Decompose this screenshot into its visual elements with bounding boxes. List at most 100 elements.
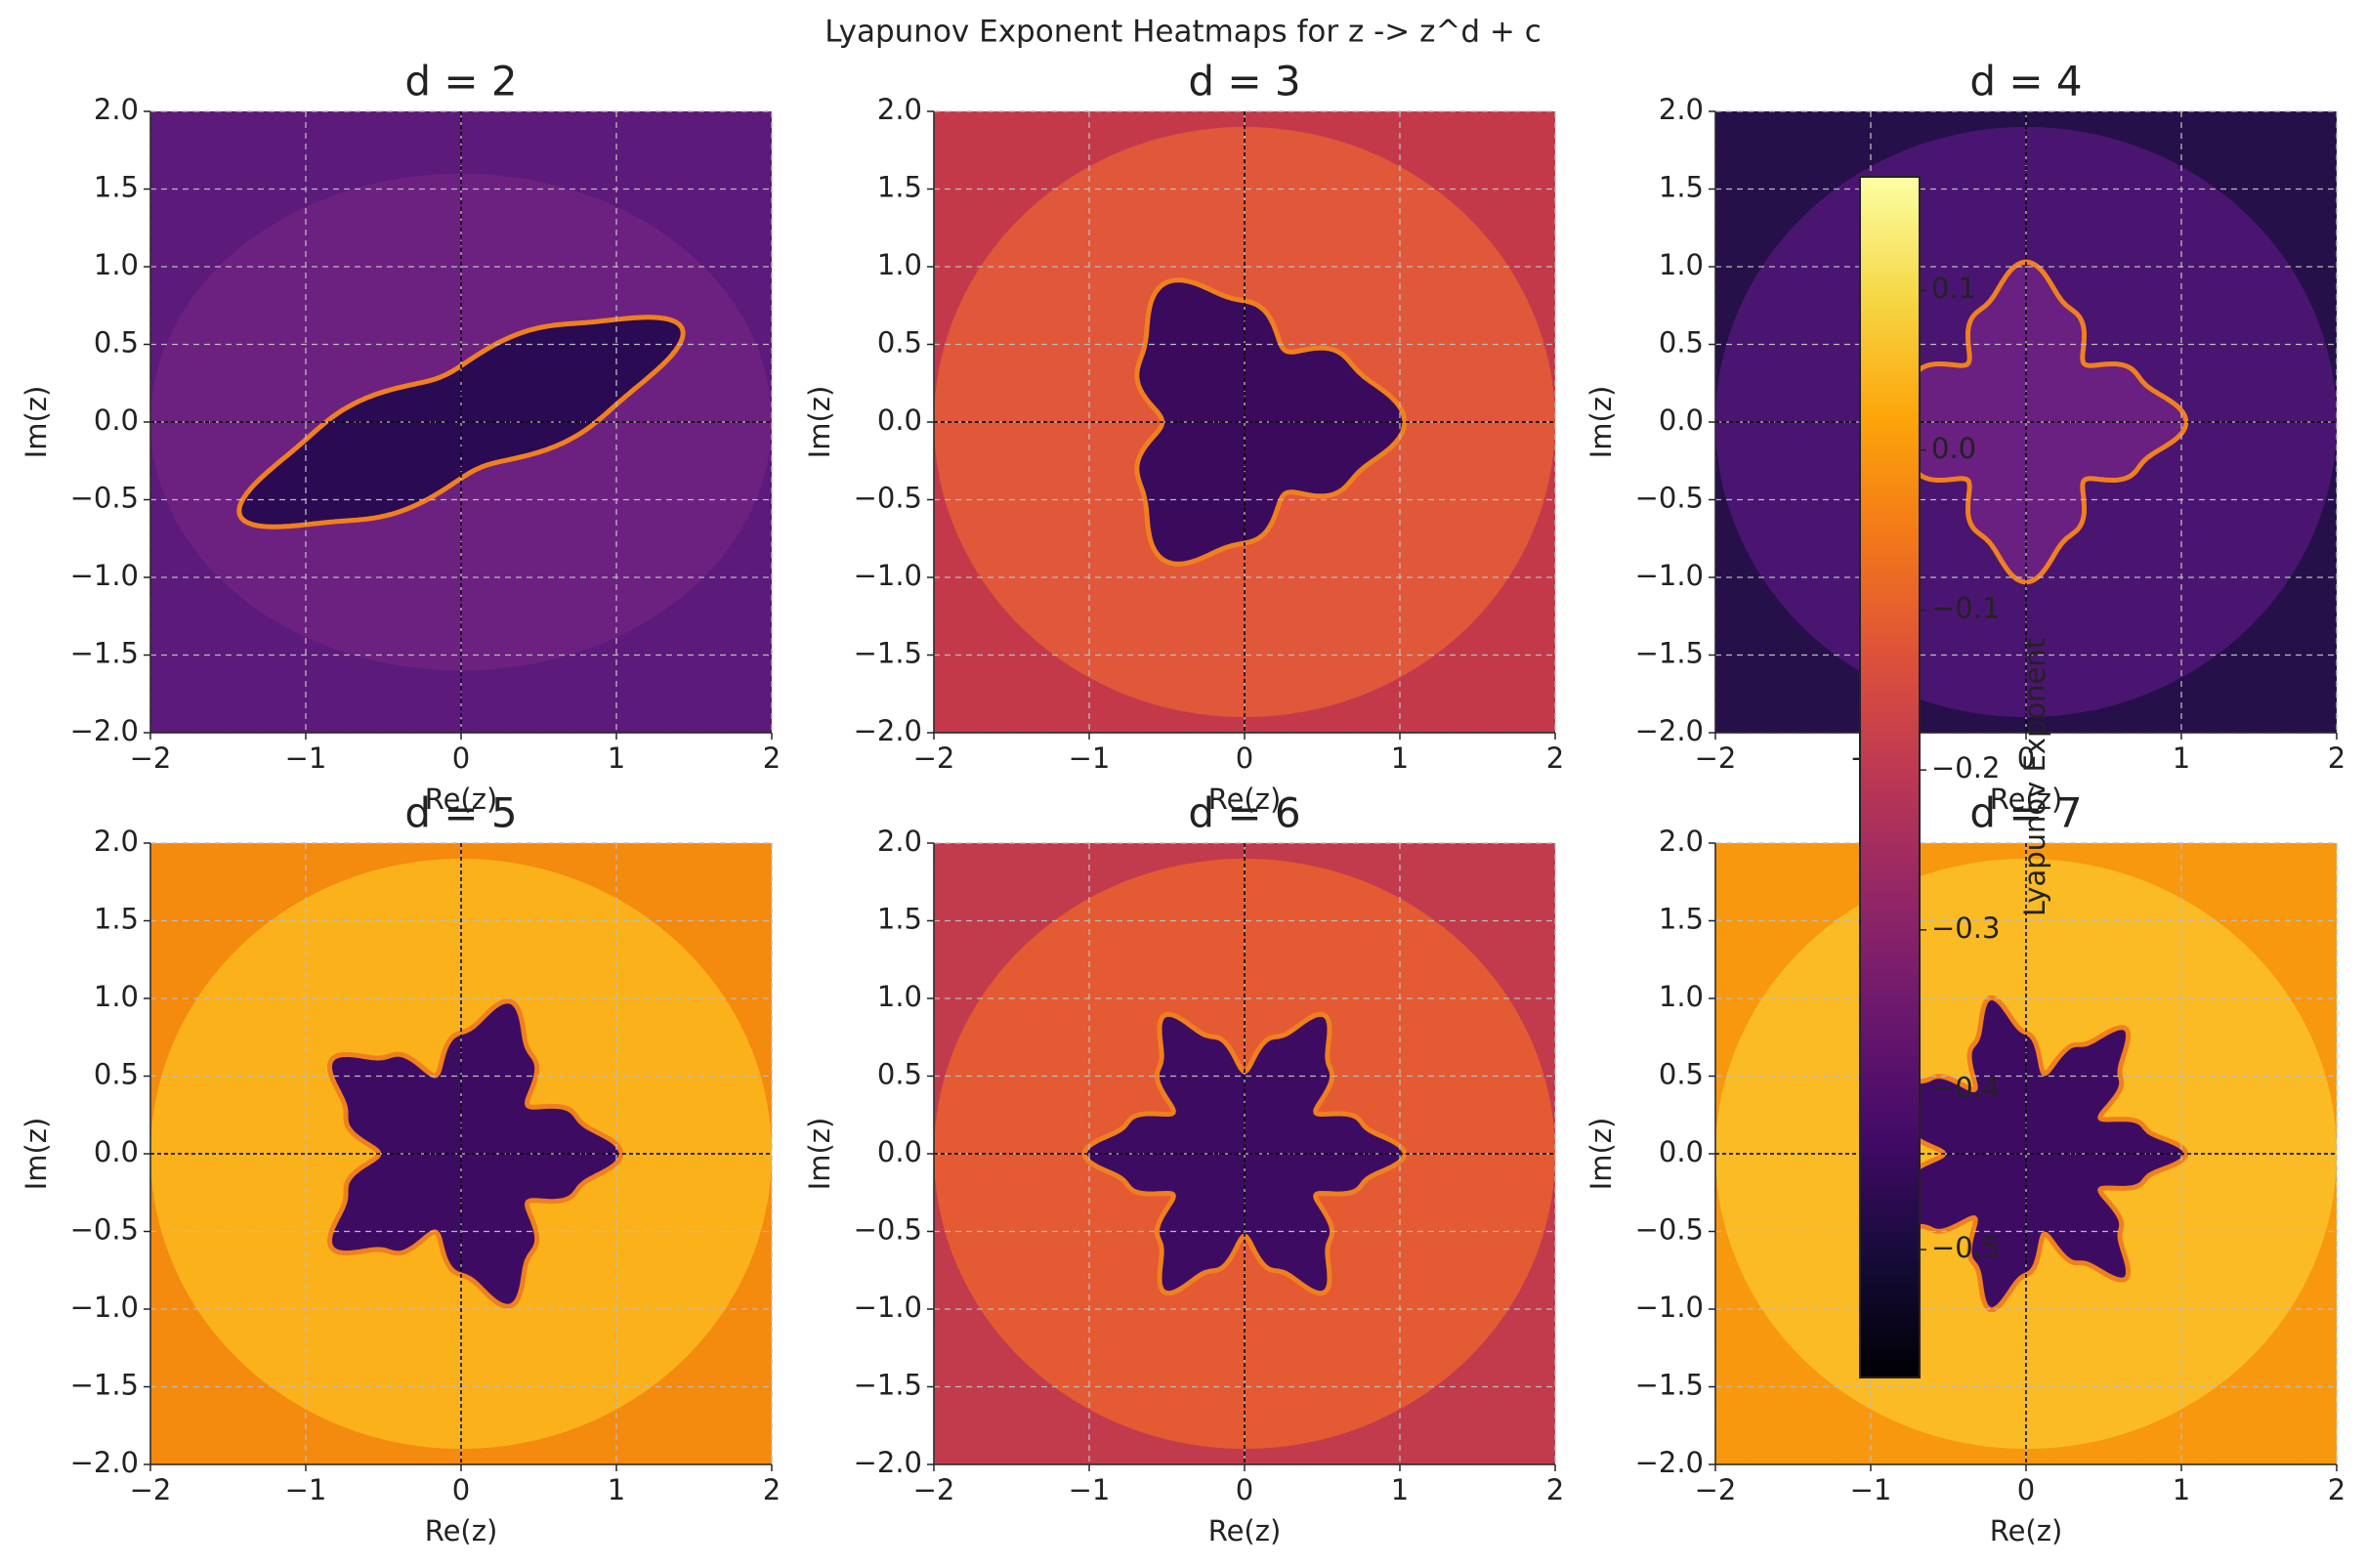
x-tick-label: −2	[1695, 742, 1737, 775]
y-tick-label: 1.5	[1659, 903, 1704, 936]
panel-title: d = 2	[404, 58, 517, 106]
colorbar-tick-label: 0.1	[1931, 272, 1976, 305]
x-tick-label: −1	[285, 1473, 327, 1506]
x-tick-label: −2	[913, 1473, 955, 1506]
x-tick-label: 0	[2017, 742, 2035, 775]
panel-title: d = 6	[1188, 789, 1300, 837]
y-tick-label: −2.0	[854, 714, 922, 747]
y-tick-label: 0.0	[877, 1135, 922, 1168]
colorbar-label: Lyapunov Exponent	[2018, 638, 2051, 916]
figure-title: Lyapunov Exponent Heatmaps for z -> z^d …	[824, 15, 1542, 50]
y-axis-label: Im(z)	[20, 1118, 53, 1191]
y-tick-label: 2.0	[1659, 825, 1704, 858]
colorbar-tick-label: −0.4	[1931, 1071, 2000, 1104]
x-tick-label: 2	[1546, 742, 1564, 775]
y-axis-label: Im(z)	[1584, 1118, 1618, 1191]
y-tick-label: −2.0	[70, 714, 139, 747]
y-tick-label: 1.5	[94, 171, 139, 204]
x-tick-label: −2	[130, 1473, 172, 1506]
y-axis-label: Im(z)	[1584, 386, 1618, 459]
x-axis-label: Re(z)	[1990, 1514, 2063, 1547]
y-tick-label: −1.0	[1635, 1291, 1704, 1324]
y-tick-label: −1.0	[70, 1291, 139, 1324]
y-tick-label: −0.5	[1635, 1213, 1704, 1247]
y-tick-label: −0.5	[854, 1213, 922, 1247]
y-tick-label: −1.5	[70, 1369, 139, 1402]
y-tick-label: −0.5	[70, 1213, 139, 1247]
x-tick-label: 1	[608, 742, 625, 775]
x-tick-label: 0	[1236, 1473, 1253, 1506]
x-axis-label: Re(z)	[1208, 783, 1282, 816]
x-tick-label: −1	[1069, 742, 1111, 775]
y-tick-label: 0.5	[1659, 1058, 1704, 1091]
y-tick-label: −1.0	[1635, 559, 1704, 592]
y-tick-label: 2.0	[877, 825, 922, 858]
panel-title: d = 3	[1188, 58, 1300, 106]
y-tick-label: −1.0	[854, 1291, 922, 1324]
y-tick-label: −1.5	[854, 637, 922, 670]
y-tick-label: 0.5	[94, 1058, 139, 1091]
y-tick-label: −1.5	[854, 1369, 922, 1402]
y-tick-label: 1.0	[1659, 980, 1704, 1013]
x-tick-label: 0	[1236, 742, 1253, 775]
panel-title: d = 4	[1969, 58, 2082, 106]
y-tick-label: −2.0	[70, 1446, 139, 1479]
x-tick-label: −1	[1850, 1473, 1892, 1506]
y-axis-label: Im(z)	[803, 1118, 836, 1191]
y-tick-label: 0.0	[1659, 1135, 1704, 1168]
x-tick-label: −1	[1069, 1473, 1111, 1506]
y-tick-label: 0.0	[877, 403, 922, 437]
x-tick-label: 1	[1391, 1473, 1409, 1506]
x-tick-label: 2	[2328, 742, 2345, 775]
y-tick-label: −0.5	[1635, 482, 1704, 515]
y-tick-label: −2.0	[854, 1446, 922, 1479]
x-axis-label: Re(z)	[1990, 783, 2063, 816]
x-tick-label: 2	[763, 1473, 781, 1506]
colorbar-tick-label: −0.3	[1931, 911, 2000, 945]
y-tick-label: 2.0	[1659, 93, 1704, 126]
y-tick-label: 0.5	[877, 326, 922, 360]
y-tick-label: 2.0	[94, 93, 139, 126]
y-axis-label: Im(z)	[803, 386, 836, 459]
colorbar	[1859, 176, 1921, 1378]
y-tick-label: 0.0	[94, 1135, 139, 1168]
y-tick-label: 1.0	[877, 248, 922, 281]
x-tick-label: 0	[2017, 1473, 2035, 1506]
y-tick-label: 0.5	[1659, 326, 1704, 360]
x-tick-label: −2	[1695, 1473, 1737, 1506]
x-axis-label: Re(z)	[1208, 1514, 1282, 1547]
x-tick-label: −2	[913, 742, 955, 775]
y-axis-label: Im(z)	[20, 386, 53, 459]
x-tick-label: 2	[1546, 1473, 1564, 1506]
y-tick-label: 1.5	[877, 171, 922, 204]
y-tick-label: −1.5	[1635, 637, 1704, 670]
x-tick-label: 2	[763, 742, 781, 775]
y-tick-label: 0.0	[1659, 403, 1704, 437]
y-tick-label: 0.5	[877, 1058, 922, 1091]
x-tick-label: 1	[2173, 1473, 2190, 1506]
x-tick-label: 1	[608, 1473, 625, 1506]
y-tick-label: −1.5	[70, 637, 139, 670]
x-tick-label: −1	[285, 742, 327, 775]
panel-title: d = 5	[404, 789, 517, 837]
y-tick-label: 1.0	[94, 248, 139, 281]
x-tick-label: 1	[1391, 742, 1409, 775]
colorbar-tick-label: −0.5	[1931, 1231, 2000, 1264]
y-tick-label: 1.5	[877, 903, 922, 936]
colorbar-tick-label: 0.0	[1931, 432, 1976, 465]
y-tick-label: 1.0	[94, 980, 139, 1013]
y-tick-label: 1.0	[877, 980, 922, 1013]
x-axis-label: Re(z)	[425, 1514, 498, 1547]
x-tick-label: 1	[2173, 742, 2190, 775]
y-tick-label: 2.0	[877, 93, 922, 126]
x-tick-label: −2	[130, 742, 172, 775]
colorbar-tick-label: −0.2	[1931, 751, 2000, 784]
y-tick-label: 1.0	[1659, 248, 1704, 281]
y-tick-label: −2.0	[1635, 1446, 1704, 1479]
y-tick-label: −1.5	[1635, 1369, 1704, 1402]
y-tick-label: 0.0	[94, 403, 139, 437]
y-tick-label: 2.0	[94, 825, 139, 858]
y-tick-label: −1.0	[854, 559, 922, 592]
